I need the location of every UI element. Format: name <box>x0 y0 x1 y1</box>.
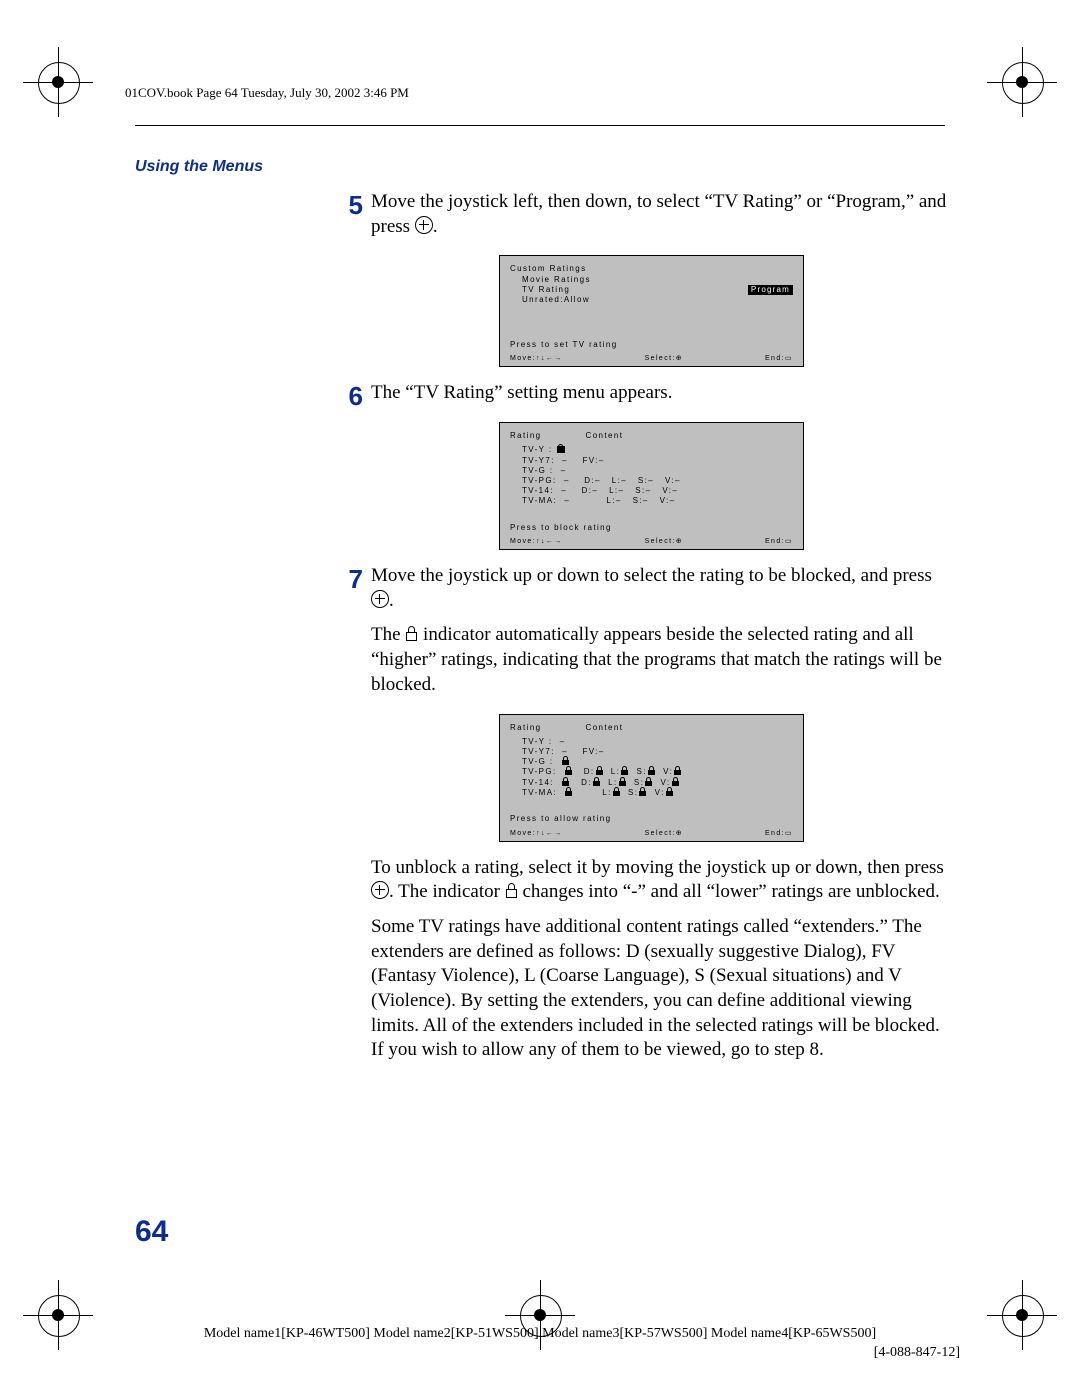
osd2-r3: TV-G : – <box>522 466 793 476</box>
step-7-p1b: . <box>389 590 394 611</box>
lock-icon <box>613 789 620 796</box>
osd-screen-2: Rating Content TV-Y : TV-Y7: – FV:– TV-G… <box>499 422 804 550</box>
osd2-r6: TV-MA: – L:– S:– V:– <box>522 496 793 506</box>
osd3-r5: TV-14: <box>522 778 554 787</box>
osd2-head-rating: Rating <box>510 431 542 441</box>
osd2-r1-mark <box>557 446 565 453</box>
footer-models: Model name1[KP-46WT500] Model name2[KP-5… <box>0 1326 1080 1342</box>
osd1-line3: TV Rating <box>522 285 570 295</box>
osd-screen-1: Custom Ratings Movie Ratings TV Rating P… <box>499 255 804 367</box>
lock-icon <box>645 779 652 786</box>
osd2-r4: TV-PG: – D:– L:– S:– V:– <box>522 476 793 486</box>
osd2-hint: Press to block rating <box>510 523 612 533</box>
step-7-p4: Some TV ratings have additional content … <box>371 915 950 1063</box>
step-7-p3a: To unblock a rating, select it by moving… <box>371 857 944 878</box>
step-6-number: 6 <box>335 383 363 409</box>
osd3-head-rating: Rating <box>510 723 542 733</box>
osd3-r6: TV-MA: <box>522 788 557 797</box>
lock-icon <box>621 768 628 775</box>
osd3-bar-end: End:▭ <box>765 830 793 839</box>
osd1-bar-end: End:▭ <box>765 355 793 364</box>
osd2-head-content: Content <box>586 431 624 441</box>
step-7-p1a: Move the joystick up or down to select t… <box>371 565 932 586</box>
osd3-r3: TV-G : <box>522 757 554 766</box>
step-7-p3b: . The indicator <box>389 881 505 902</box>
osd1-program-highlight: Program <box>748 285 793 295</box>
lock-icon <box>593 779 600 786</box>
section-header: Using the Menus <box>135 158 263 176</box>
osd2-r1: TV-Y : <box>522 445 552 454</box>
osd1-bar-select: Select:⊕ <box>645 355 683 364</box>
osd3-bar-move: Move:↑↓←→ <box>510 830 563 839</box>
joystick-icon <box>415 216 433 234</box>
lock-icon <box>674 768 681 775</box>
osd-screen-3: Rating Content TV-Y : – TV-Y7: – FV:– TV… <box>499 714 804 842</box>
lock-icon <box>619 779 626 786</box>
step-7: 7 Move the joystick up or down to select… <box>335 564 950 707</box>
osd3-bar-select: Select:⊕ <box>645 830 683 839</box>
step-7-p2a: The <box>371 624 405 645</box>
step-5: 5 Move the joystick left, then down, to … <box>335 190 950 249</box>
step-5-line: Move the joystick left, then down, to se… <box>371 191 946 237</box>
lock-icon <box>596 768 603 775</box>
lock-icon <box>565 789 572 796</box>
osd2-bar-move: Move:↑↓←→ <box>510 538 563 547</box>
step-5-after: . <box>433 216 438 237</box>
osd3-r4: TV-PG: <box>522 767 557 776</box>
step-7-number: 7 <box>335 566 363 592</box>
footer-code: [4-088-847-12] <box>874 1345 960 1361</box>
lock-icon <box>565 768 572 775</box>
step-5-text: Move the joystick left, then down, to se… <box>371 190 950 249</box>
step-6: 6 The “TV Rating” setting menu appears. <box>335 381 950 416</box>
osd3-r2: TV-Y7: – FV:– <box>522 747 793 757</box>
step-7-p3c: changes into “-” and all “lower” ratings… <box>518 881 940 902</box>
osd1-line4: Unrated:Allow <box>510 295 793 305</box>
page-header-line: 01COV.book Page 64 Tuesday, July 30, 200… <box>125 85 409 101</box>
step-5-number: 5 <box>335 192 363 218</box>
lock-icon <box>666 789 673 796</box>
main-content: 5 Move the joystick left, then down, to … <box>335 190 950 1079</box>
lock-icon <box>562 779 569 786</box>
crop-mark-tl <box>38 62 78 102</box>
osd2-bar-select: Select:⊕ <box>645 538 683 547</box>
osd3-r1: TV-Y : – <box>522 737 793 747</box>
osd3-hint: Press to allow rating <box>510 814 611 824</box>
osd1-hint: Press to set TV rating <box>510 340 618 350</box>
step-7-continued: To unblock a rating, select it by moving… <box>335 856 950 1074</box>
osd3-head-content: Content <box>586 723 624 733</box>
lock-icon <box>505 883 518 898</box>
crop-mark-tr <box>1002 62 1042 102</box>
joystick-icon <box>371 590 389 608</box>
lock-icon <box>648 768 655 775</box>
osd1-line2: Movie Ratings <box>510 275 793 285</box>
step-6-line: The “TV Rating” setting menu appears. <box>371 381 950 406</box>
lock-icon <box>562 758 569 765</box>
lock-icon <box>639 789 646 796</box>
osd1-bar-move: Move:↑↓←→ <box>510 355 563 364</box>
osd2-r5: TV-14: – D:– L:– S:– V:– <box>522 486 793 496</box>
lock-icon <box>672 779 679 786</box>
joystick-icon <box>371 881 389 899</box>
page-number: 64 <box>135 1215 168 1249</box>
osd2-r2: TV-Y7: – FV:– <box>522 456 793 466</box>
top-rule <box>135 125 945 126</box>
step-7-p2b: indicator automatically appears beside t… <box>371 624 942 694</box>
osd2-bar-end: End:▭ <box>765 538 793 547</box>
step-6-text: The “TV Rating” setting menu appears. <box>371 381 950 416</box>
osd1-line1: Custom Ratings <box>510 264 793 274</box>
step-7-text: Move the joystick up or down to select t… <box>371 564 950 707</box>
lock-icon <box>405 626 418 641</box>
